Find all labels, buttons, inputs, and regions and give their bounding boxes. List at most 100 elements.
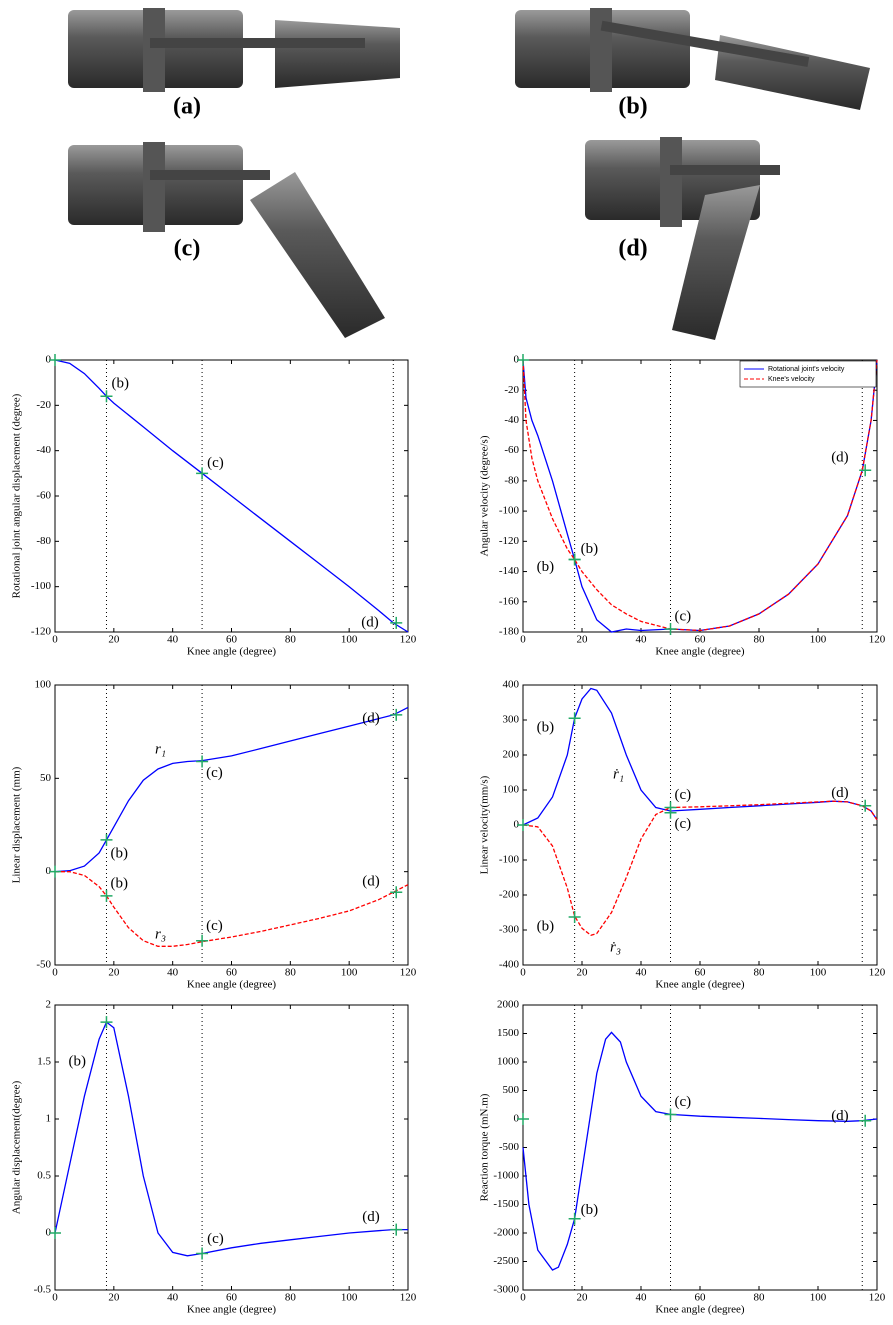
x-tick-label: 20 xyxy=(577,634,589,646)
y-axis-label: Reaction torque (mN.m) xyxy=(479,1093,491,1201)
data-line xyxy=(54,706,409,873)
y-tick-label: -100 xyxy=(31,580,52,592)
x-tick-label: 60 xyxy=(695,967,707,979)
y-tick-label: -40 xyxy=(504,414,519,426)
y-tick-label: -300 xyxy=(499,924,520,936)
x-tick-label: 20 xyxy=(577,967,589,979)
x-tick-label: 80 xyxy=(754,1292,766,1304)
x-tick-label: 80 xyxy=(285,967,297,979)
x-tick-label: 100 xyxy=(810,1292,827,1304)
point-label: (c) xyxy=(206,918,223,934)
point-label: (b) xyxy=(537,918,555,934)
point-marker xyxy=(664,806,677,819)
point-label: (b) xyxy=(581,1202,599,1218)
point-marker xyxy=(100,1016,113,1029)
x-tick-label: 80 xyxy=(754,634,766,646)
y-axis-label: Angular velocity (degree/s) xyxy=(479,435,491,556)
x-tick-label: 40 xyxy=(167,634,179,646)
legend-box xyxy=(739,360,877,388)
x-tick-label: 0 xyxy=(520,634,526,646)
annotation: r₃ xyxy=(155,926,166,942)
y-tick-label: -160 xyxy=(499,595,520,607)
legend-label: Knee's velocity xyxy=(768,376,815,383)
y-tick-label: -60 xyxy=(36,490,51,502)
y-tick-label: 1500 xyxy=(497,1027,520,1039)
x-tick-label: 60 xyxy=(226,967,238,979)
y-tick-label: 100 xyxy=(503,784,520,796)
y-tick-label: -1500 xyxy=(493,1198,519,1210)
point-label: (b) xyxy=(537,559,555,575)
y-tick-label: 400 xyxy=(503,679,520,691)
y-tick-label: -100 xyxy=(499,505,520,517)
y-tick-label: 0 xyxy=(46,354,52,366)
x-tick-label: 20 xyxy=(108,1292,120,1304)
point-label: (d) xyxy=(831,450,849,466)
x-tick-label: 120 xyxy=(869,1292,886,1304)
point-label: (d) xyxy=(362,710,380,726)
y-tick-label: 300 xyxy=(503,714,520,726)
y-tick-label: -120 xyxy=(499,535,520,547)
panel-label: (b) xyxy=(618,94,647,120)
point-marker xyxy=(390,886,403,899)
y-axis-label: Angular displacement(degree) xyxy=(11,1080,23,1214)
x-tick-label: 20 xyxy=(108,634,120,646)
point-marker xyxy=(664,1108,677,1121)
y-tick-label: 50 xyxy=(40,772,52,784)
x-tick-label: 0 xyxy=(520,967,526,979)
y-tick-label: -3000 xyxy=(493,1284,519,1296)
y-tick-label: -80 xyxy=(504,474,519,486)
point-label: (c) xyxy=(675,1094,692,1110)
data-line xyxy=(54,1021,408,1257)
y-tick-label: 0 xyxy=(514,1113,520,1125)
annotation: ṙ₃ xyxy=(610,939,621,955)
data-line xyxy=(522,359,878,632)
x-axis-label: Knee angle (degree) xyxy=(655,979,745,991)
plot-area xyxy=(54,1004,409,1291)
panel-label: (a) xyxy=(173,94,201,120)
y-tick-label: -80 xyxy=(36,535,51,547)
point-label: (c) xyxy=(207,455,224,471)
x-tick-label: 0 xyxy=(52,1292,58,1304)
x-tick-label: 40 xyxy=(636,634,648,646)
x-tick-label: 60 xyxy=(695,634,707,646)
point-label: (d) xyxy=(361,614,379,630)
point-marker xyxy=(196,1247,209,1260)
point-label: (c) xyxy=(675,787,692,803)
x-tick-label: 0 xyxy=(52,967,58,979)
point-label: (b) xyxy=(537,720,555,736)
point-marker xyxy=(859,464,872,477)
panel-label: (d) xyxy=(618,236,647,262)
x-tick-label: 40 xyxy=(167,967,179,979)
y-tick-label: 0.5 xyxy=(37,1170,51,1182)
point-marker xyxy=(390,1223,403,1236)
point-label: (b) xyxy=(581,541,599,557)
data-line xyxy=(522,800,878,937)
y-tick-label: -60 xyxy=(504,444,519,456)
y-tick-label: -20 xyxy=(36,399,51,411)
point-label: (b) xyxy=(68,1054,86,1070)
y-tick-label: 2000 xyxy=(497,999,520,1011)
point-marker xyxy=(568,911,581,924)
x-tick-label: 120 xyxy=(400,1292,417,1304)
point-marker xyxy=(196,755,209,768)
brace-c xyxy=(68,142,385,338)
x-tick-label: 80 xyxy=(754,967,766,979)
plot-area xyxy=(522,684,878,966)
point-label: (b) xyxy=(110,875,128,891)
legend-label: Rotational joint's velocity xyxy=(768,366,845,373)
y-tick-label: -100 xyxy=(499,854,520,866)
point-marker xyxy=(517,819,529,831)
point-marker xyxy=(859,799,872,812)
y-tick-label: 1 xyxy=(46,1113,52,1125)
x-tick-label: 120 xyxy=(400,967,417,979)
point-label: (b) xyxy=(111,376,128,392)
y-tick-label: 1000 xyxy=(497,1056,520,1068)
x-axis-label: Knee angle (degree) xyxy=(187,1304,277,1316)
y-tick-label: -200 xyxy=(499,889,520,901)
y-axis-label: Linear velocity(mm/s) xyxy=(479,775,491,874)
point-label: (c) xyxy=(207,1231,224,1247)
y-tick-label: 100 xyxy=(35,679,52,691)
x-tick-label: 100 xyxy=(341,967,358,979)
point-marker xyxy=(196,934,209,947)
x-tick-label: 60 xyxy=(695,1292,707,1304)
